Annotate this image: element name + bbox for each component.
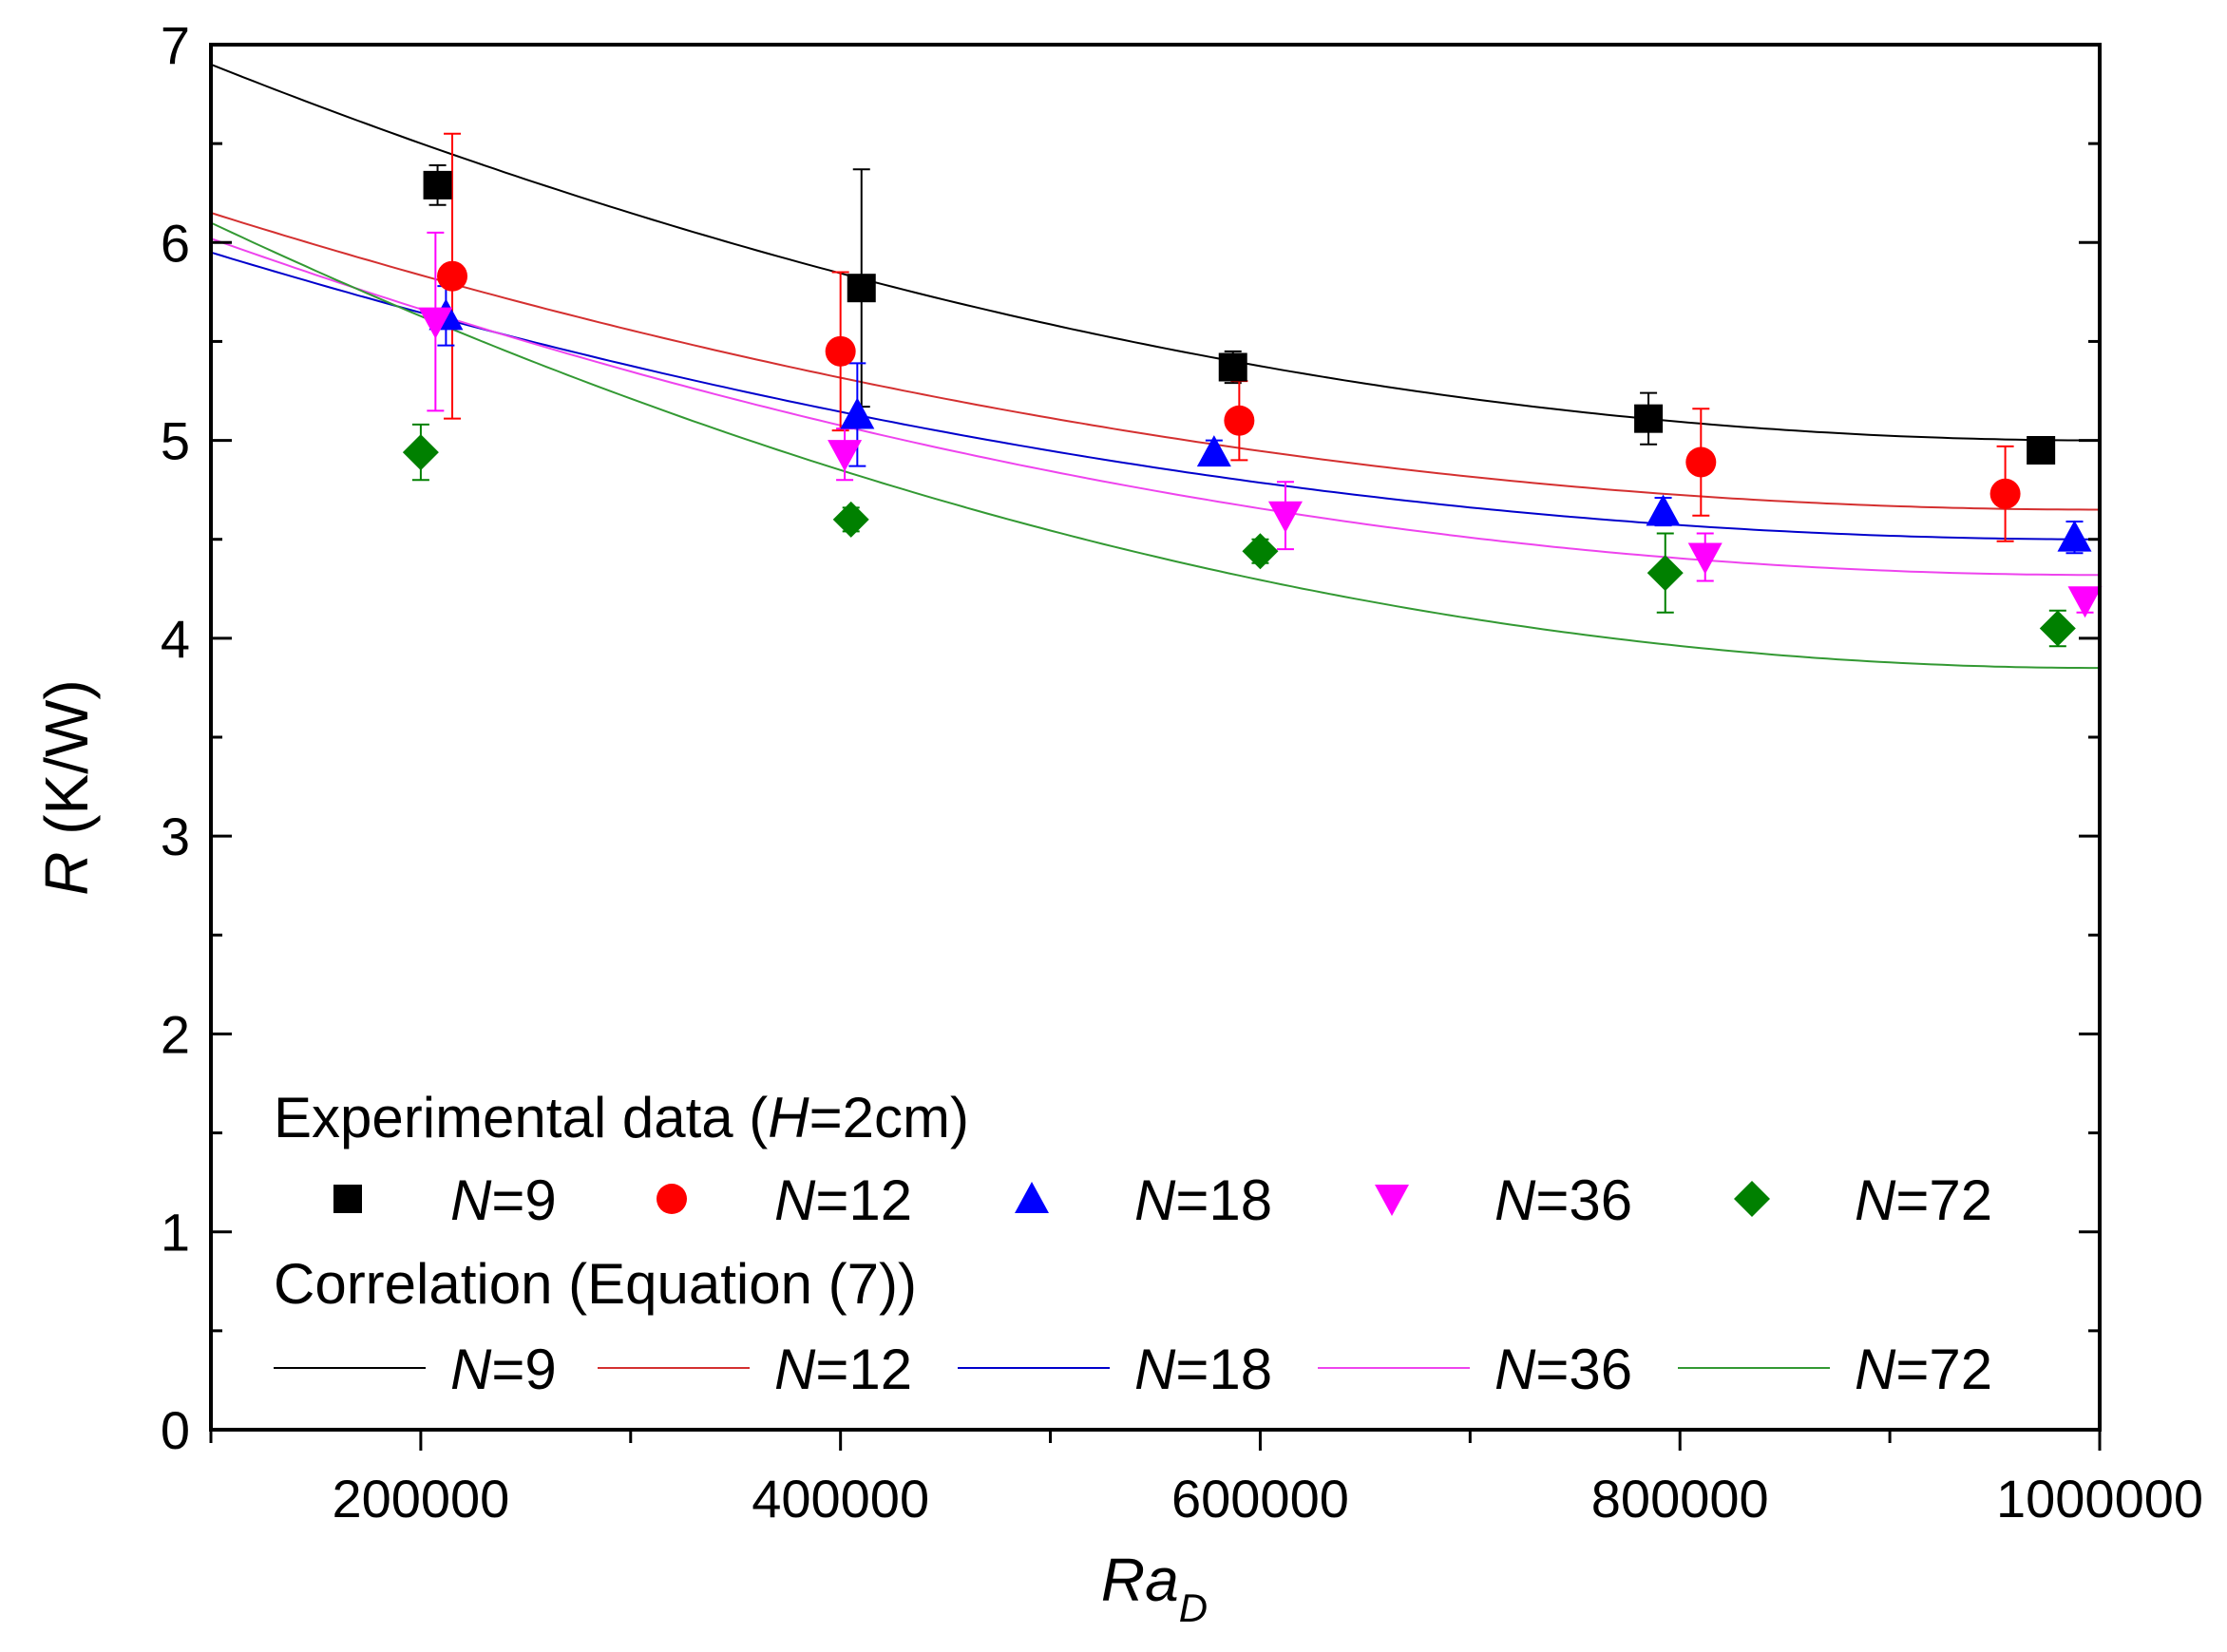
y-tick-label: 6 (161, 213, 190, 273)
legend-marker (1015, 1182, 1049, 1213)
x-tick-label: 600000 (1171, 1469, 1349, 1529)
data-point (847, 274, 876, 303)
legend-experimental-title-post: =2cm) (809, 1086, 969, 1149)
legend-line-label-rest: =72 (1895, 1338, 1992, 1401)
legend-line-label-var: N (1134, 1338, 1176, 1401)
data-point (1646, 555, 1684, 592)
x-axis-label-subscript: D (1179, 1586, 1208, 1630)
correlation-line-0 (210, 63, 2100, 442)
legend-line-label: N=12 (774, 1338, 912, 1401)
data-point (2027, 435, 2056, 465)
data-point (825, 335, 856, 367)
x-tick-label: 1000000 (1996, 1469, 2203, 1529)
legend-experimental-title-pre: Experimental data ( (274, 1086, 768, 1149)
y-tick-label: 3 (161, 807, 190, 866)
legend-marker-label: N=36 (1494, 1168, 1632, 1232)
y-axis-label-symbol: R (32, 852, 101, 896)
y-tick-label: 5 (161, 411, 190, 471)
x-tick-label: 800000 (1591, 1469, 1769, 1529)
y-tick-label: 1 (161, 1203, 190, 1263)
data-point (1218, 352, 1247, 382)
data-point (418, 307, 453, 339)
y-axis-label-unit: (K/W) (32, 679, 101, 851)
legend-marker-label-var: N (1494, 1168, 1536, 1232)
legend-marker-label-rest: =9 (491, 1168, 556, 1232)
correlation-line-1 (210, 212, 2100, 511)
y-tick-label: 4 (161, 609, 190, 669)
correlation-line-2 (210, 251, 2100, 541)
legend-marker-label-rest: =72 (1895, 1168, 1992, 1232)
data-point (1634, 404, 1664, 433)
y-tick-label: 2 (161, 1004, 190, 1064)
legend-marker (1734, 1181, 1770, 1217)
legend-line-label: N=9 (450, 1338, 557, 1401)
y-axis-label: R (K/W) (32, 679, 101, 896)
legend-line-label-rest: =36 (1535, 1338, 1632, 1401)
y-tick-label: 0 (161, 1400, 190, 1460)
legend-marker-label: N=72 (1855, 1168, 1992, 1232)
data-point (402, 434, 439, 471)
data-point (437, 260, 468, 292)
data-point (840, 397, 875, 429)
y-tick-label: 7 (161, 15, 190, 75)
data-point (1646, 494, 1681, 526)
data-point (1267, 501, 1303, 533)
legend-marker-label-rest: =18 (1175, 1168, 1272, 1232)
legend-line-label-rest: =9 (491, 1338, 556, 1401)
data-point (832, 501, 869, 538)
legend-marker-label-var: N (774, 1168, 816, 1232)
legend-marker-label: N=18 (1134, 1168, 1272, 1232)
legend-line-label-var: N (774, 1338, 816, 1401)
axes: 0 1 2 3 4 5 6 7 200000 400000 600000 800000 1000000 (161, 15, 2203, 1529)
data-point (1242, 533, 1279, 570)
legend-marker-label: N=12 (774, 1168, 912, 1232)
data-point (1196, 435, 1231, 467)
x-axis-label: RaD (1101, 1546, 1208, 1630)
legend-marker (333, 1185, 362, 1213)
legend-line-label-rest: =12 (815, 1338, 912, 1401)
data-point (2057, 520, 2092, 552)
x-tick-label: 200000 (332, 1469, 509, 1529)
legend-line-label-rest: =18 (1175, 1338, 1272, 1401)
data-point (423, 170, 452, 199)
x-axis-label-main: Ra (1101, 1546, 1179, 1614)
data-point (1685, 446, 1717, 478)
correlation-line-3 (210, 237, 2100, 577)
legend-marker-label-rest: =12 (815, 1168, 912, 1232)
legend-line-label-var: N (1855, 1338, 1896, 1401)
legend-line-label: N=36 (1494, 1338, 1632, 1401)
data-point (828, 440, 863, 472)
data-point (1989, 478, 2021, 509)
legend-marker (657, 1184, 687, 1214)
x-tick-label: 400000 (752, 1469, 929, 1529)
correlation-line-4 (210, 221, 2100, 670)
legend-experimental-title: Experimental data (H=2cm) (274, 1086, 969, 1149)
data-markers (402, 170, 2103, 647)
legend-experimental-title-var: H (768, 1086, 809, 1149)
legend-marker-label-var: N (1855, 1168, 1896, 1232)
legend-line-label: N=72 (1855, 1338, 1992, 1401)
data-point (1224, 405, 1255, 436)
legend-marker-label-var: N (450, 1168, 492, 1232)
legend-correlation-title: Correlation (Equation (7)) (274, 1252, 917, 1316)
legend-marker (1375, 1185, 1409, 1216)
legend-line-label-var: N (450, 1338, 492, 1401)
correlation-lines (210, 63, 2100, 670)
legend-line-label: N=18 (1134, 1338, 1272, 1401)
legend-marker-label-rest: =36 (1535, 1168, 1632, 1232)
data-point (2039, 610, 2076, 647)
legend: Experimental data (H=2cm) Correlation (Eq… (274, 1086, 1992, 1401)
legend-line-label-var: N (1494, 1338, 1536, 1401)
legend-marker-label-var: N (1134, 1168, 1176, 1232)
legend-marker-label: N=9 (450, 1168, 557, 1232)
data-point (1687, 542, 1723, 575)
data-point (2067, 586, 2103, 618)
